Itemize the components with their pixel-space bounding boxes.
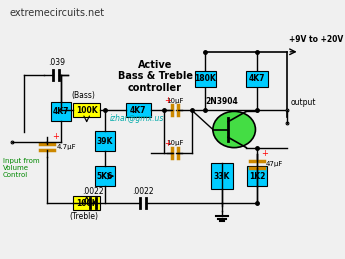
Text: (Bass): (Bass) — [72, 91, 96, 100]
Text: 4K7: 4K7 — [52, 107, 69, 116]
Text: izhar@gmx.us: izhar@gmx.us — [110, 114, 164, 123]
Text: 2N3904: 2N3904 — [206, 97, 238, 106]
Text: +: + — [164, 96, 171, 105]
FancyBboxPatch shape — [95, 167, 115, 186]
FancyBboxPatch shape — [126, 103, 150, 117]
Text: 33K: 33K — [214, 172, 230, 181]
Circle shape — [213, 111, 255, 148]
FancyBboxPatch shape — [246, 71, 268, 88]
Text: 10μF: 10μF — [166, 140, 184, 146]
Text: .039: .039 — [48, 58, 65, 67]
Text: +9V to +20V: +9V to +20V — [289, 35, 343, 44]
Text: +: + — [52, 132, 59, 141]
Text: .0022: .0022 — [82, 186, 104, 196]
FancyBboxPatch shape — [95, 132, 115, 151]
FancyBboxPatch shape — [73, 103, 100, 117]
Text: 5K6: 5K6 — [97, 172, 113, 181]
Text: (Treble): (Treble) — [69, 212, 98, 221]
Text: 180K: 180K — [194, 75, 216, 83]
Text: 10μF: 10μF — [166, 98, 184, 104]
Text: output: output — [290, 98, 316, 107]
FancyBboxPatch shape — [195, 71, 216, 88]
FancyBboxPatch shape — [73, 196, 100, 210]
FancyBboxPatch shape — [211, 163, 233, 189]
Text: 1K2: 1K2 — [249, 172, 265, 181]
Text: 4.7μF: 4.7μF — [56, 144, 76, 150]
Text: +: + — [262, 149, 268, 158]
Text: 4K7: 4K7 — [249, 75, 265, 83]
Text: extremecircuits.net: extremecircuits.net — [9, 8, 104, 18]
Text: 39K: 39K — [97, 137, 113, 146]
Text: 4K7: 4K7 — [130, 106, 147, 114]
FancyBboxPatch shape — [51, 102, 71, 121]
Text: Active
Bass & Treble
controller: Active Bass & Treble controller — [118, 60, 193, 93]
FancyBboxPatch shape — [247, 166, 267, 186]
Text: 47μF: 47μF — [266, 161, 284, 168]
Text: Input from
Volume
Control: Input from Volume Control — [3, 158, 40, 178]
Text: +: + — [164, 139, 171, 148]
Text: 100K: 100K — [76, 199, 98, 208]
Text: .0022: .0022 — [132, 186, 154, 196]
Text: 100K: 100K — [76, 106, 98, 114]
